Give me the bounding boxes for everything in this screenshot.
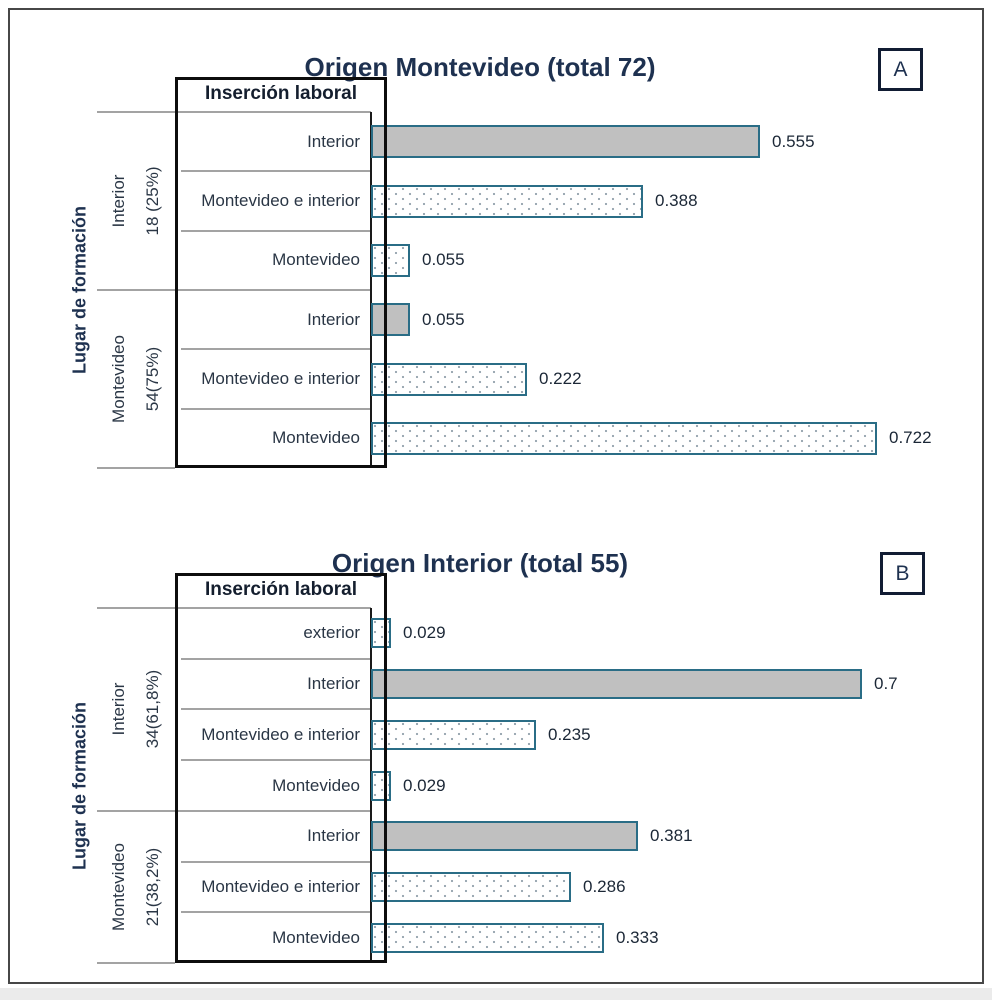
row-separator-line	[181, 407, 371, 410]
category-label: exterior	[303, 623, 360, 643]
group-count-label-0: 34(61,8%)	[143, 670, 162, 749]
row-separator-line	[181, 657, 371, 660]
bar-value-label: 0.235	[548, 724, 591, 744]
value-axis-line	[370, 112, 372, 468]
insertion-laboral-header: Inserción laboral	[204, 579, 358, 600]
group-label-0: Interior	[109, 174, 128, 228]
insertion-laboral-box	[175, 77, 387, 468]
category-label: Montevideo e interior	[201, 724, 360, 744]
category-label: Interior	[307, 131, 360, 151]
panel-b-badge: B	[880, 552, 925, 595]
bottom-edge-strip	[0, 988, 992, 1000]
category-label: Interior	[307, 826, 360, 846]
insertion-laboral-header: Inserción laboral	[204, 83, 358, 104]
group-count-label-0: 18 (25%)	[143, 166, 162, 236]
category-label: Montevideo	[272, 428, 360, 448]
bar-value-label: 0.7	[874, 674, 898, 694]
label-area-top-line	[97, 111, 371, 113]
category-axis-title: Lugar de formación	[69, 701, 90, 870]
group-label-0: Interior	[109, 682, 128, 736]
bar-solid-gray	[371, 821, 638, 851]
bar-value-label: 0.381	[650, 826, 693, 846]
bar-value-label: 0.222	[539, 369, 582, 388]
row-separator-line	[181, 759, 371, 762]
bar-value-label: 0.388	[655, 191, 698, 210]
category-label: Montevideo e interior	[201, 369, 360, 388]
group-count-label-1: 21(38,2%)	[143, 847, 162, 927]
bar-dotted-white	[371, 923, 604, 953]
row-separator-line	[181, 170, 371, 173]
category-axis-title: Lugar de formación	[69, 205, 90, 375]
category-label: Montevideo e interior	[201, 191, 360, 210]
bar-dotted-white	[371, 720, 536, 750]
row-separator-line	[181, 860, 371, 863]
bar-value-label: 0.055	[422, 309, 465, 329]
bar-value-label: 0.555	[772, 131, 815, 151]
category-label: Interior	[307, 309, 360, 329]
bar-value-label: 0.055	[422, 250, 465, 270]
row-separator-line	[181, 708, 371, 711]
bar-value-label: 0.029	[403, 623, 446, 643]
row-separator-line	[181, 348, 371, 351]
bar-value-label: 0.286	[583, 876, 626, 896]
label-area-bottom-tick	[97, 962, 175, 964]
group-label-1: Montevideo	[109, 335, 128, 423]
bar-value-label: 0.722	[889, 428, 932, 448]
category-label: Montevideo	[272, 775, 360, 795]
bar-dotted-white	[371, 185, 643, 218]
label-area-bottom-tick	[97, 467, 175, 469]
panel-a-badge-letter: A	[893, 57, 908, 81]
bar-dotted-white	[371, 363, 527, 396]
bar-value-label: 0.333	[616, 927, 659, 947]
category-label: Interior	[307, 674, 360, 694]
bar-solid-gray	[371, 125, 760, 158]
label-area-top-line	[97, 607, 371, 609]
bar-solid-gray	[371, 669, 862, 699]
group-divider-line	[97, 809, 371, 812]
row-separator-line	[181, 911, 371, 914]
bar-dotted-white	[371, 872, 571, 902]
bar-value-label: 0.029	[403, 775, 446, 795]
row-separator-line	[181, 229, 371, 232]
group-label-1: Montevideo	[109, 842, 128, 931]
group-divider-line	[97, 289, 371, 291]
category-label: Montevideo	[272, 927, 360, 947]
insertion-laboral-box	[175, 573, 387, 963]
bar-solid-gray	[371, 303, 410, 336]
category-label: Montevideo	[272, 250, 360, 270]
group-count-label-1: 54(75%)	[143, 346, 162, 412]
panel-b-badge-letter: B	[895, 561, 910, 585]
bar-dotted-white	[371, 244, 410, 277]
bar-dotted-white	[371, 422, 877, 455]
panel-a-badge: A	[878, 48, 923, 91]
category-label: Montevideo e interior	[201, 876, 360, 896]
